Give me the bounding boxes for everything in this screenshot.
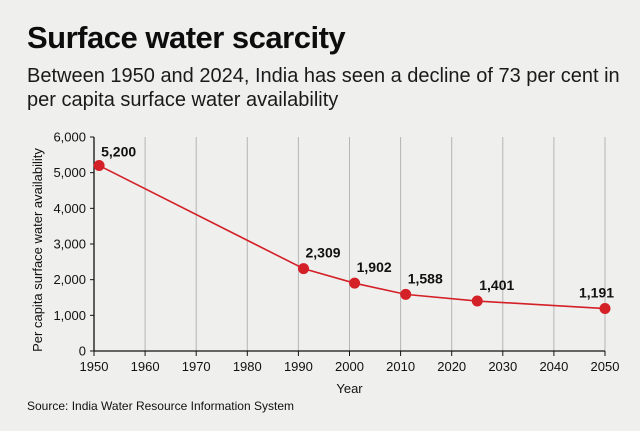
- x-tick-label: 2050: [591, 359, 620, 374]
- chart-title: Surface water scarcity: [27, 20, 346, 55]
- x-tick-label: 2020: [437, 359, 466, 374]
- x-tick-label: 2010: [386, 359, 415, 374]
- x-tick-label: 2030: [488, 359, 517, 374]
- data-label: 1,401: [479, 277, 514, 293]
- y-tick-label: 3,000: [53, 237, 86, 252]
- y-axis-title: Per capita surface water availability: [30, 148, 45, 352]
- data-point: [599, 303, 611, 315]
- data-point: [298, 263, 310, 275]
- x-tick-label: 1950: [80, 359, 109, 374]
- data-label: 1,902: [357, 259, 392, 275]
- series-line: [98, 164, 606, 310]
- x-tick-label: 2040: [539, 359, 568, 374]
- data-label: 1,588: [408, 270, 443, 286]
- y-tick-label: 1,000: [53, 308, 86, 323]
- axes: [90, 136, 606, 356]
- y-tick-label: 5,000: [53, 165, 86, 180]
- y-tick-label: 0: [79, 344, 86, 359]
- data-point: [93, 160, 105, 172]
- x-tick-label: 1970: [182, 359, 211, 374]
- x-tick-label: 1960: [131, 359, 160, 374]
- y-tick-label: 4,000: [53, 201, 86, 216]
- data-point: [400, 288, 412, 300]
- data-series: [93, 160, 611, 315]
- source-note: Source: India Water Resource Information…: [27, 399, 294, 413]
- x-tick-label: 2000: [335, 359, 364, 374]
- x-tick-label: 1990: [284, 359, 313, 374]
- data-point: [471, 295, 483, 307]
- data-label: 2,309: [306, 245, 341, 261]
- x-tick-label: 1980: [233, 359, 262, 374]
- y-tick-label: 6,000: [53, 130, 86, 145]
- data-label: 5,200: [101, 144, 136, 160]
- grid-lines: [144, 137, 606, 351]
- data-label: 1,191: [579, 285, 614, 301]
- chart-subtitle: Between 1950 and 2024, India has seen a …: [27, 65, 620, 111]
- tick-labels: 0 1,000 2,000 3,000 4,000 5,000 6,000 1950 1960 1…: [53, 130, 619, 375]
- data-labels: 5,200 2,309 1,902 1,588 1,401 1,191: [101, 144, 614, 301]
- x-axis-title: Year: [336, 381, 363, 396]
- y-tick-label: 2,000: [53, 272, 86, 287]
- data-point: [349, 277, 361, 289]
